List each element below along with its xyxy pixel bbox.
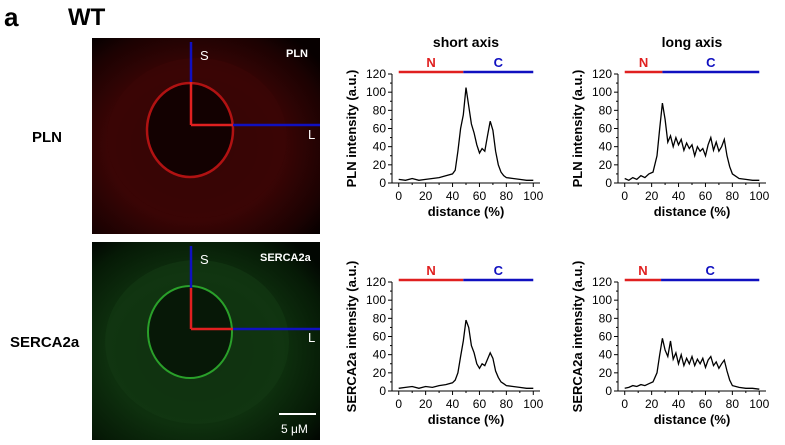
x-tick-label: 100	[749, 189, 769, 203]
y-tick-label: 60	[599, 122, 613, 136]
region-label-c: C	[494, 263, 504, 278]
y-tick-label: 0	[379, 384, 386, 398]
x-tick-label: 80	[500, 397, 514, 411]
x-tick-label: 0	[621, 397, 628, 411]
x-tick-label: 80	[726, 397, 740, 411]
x-axis-label: distance (%)	[428, 204, 505, 219]
pln-micrograph: S L PLN	[92, 38, 320, 234]
x-axis-label: distance (%)	[654, 412, 731, 427]
y-tick-label: 40	[599, 348, 613, 362]
x-tick-label: 0	[621, 189, 628, 203]
x-tick-label: 40	[672, 397, 686, 411]
x-tick-label: 40	[672, 189, 686, 203]
pln-axis-s-label: S	[200, 48, 209, 63]
y-tick-label: 100	[366, 293, 386, 307]
x-tick-label: 60	[699, 189, 713, 203]
region-label-c: C	[706, 55, 716, 70]
x-tick-label: 20	[645, 189, 659, 203]
y-tick-label: 120	[366, 67, 386, 81]
figure-title: WT	[68, 4, 106, 31]
serca2a-micrograph: S L SERCA2a 5 μM	[92, 242, 320, 440]
scale-bar-label: 5 μM	[281, 422, 308, 436]
serca2a-axis-l-label: L	[308, 330, 315, 345]
pln-image-tag: PLN	[286, 48, 308, 60]
y-tick-label: 100	[366, 85, 386, 99]
y-tick-label: 40	[599, 140, 613, 154]
region-label-c: C	[494, 55, 504, 70]
x-tick-label: 20	[645, 397, 659, 411]
y-tick-label: 60	[373, 122, 387, 136]
y-tick-label: 0	[379, 176, 386, 190]
plot-pln-short-axis: short axis N C 0 20 40 60 80 100 120 0 20 40 60 80 100 d…	[340, 30, 555, 232]
y-tick-label: 0	[605, 384, 612, 398]
y-axis-label: PLN intensity (a.u.)	[344, 70, 359, 188]
x-tick-label: 60	[473, 397, 487, 411]
x-tick-label: 0	[395, 397, 402, 411]
y-tick-label: 40	[373, 348, 387, 362]
x-tick-label: 20	[419, 189, 433, 203]
pln-axis-l-label: L	[308, 127, 315, 142]
y-tick-label: 60	[599, 330, 613, 344]
region-label-c: C	[705, 263, 715, 278]
x-tick-label: 60	[699, 397, 713, 411]
y-tick-label: 120	[592, 67, 612, 81]
x-tick-label: 40	[446, 397, 460, 411]
y-tick-label: 100	[592, 293, 612, 307]
intensity-trace	[398, 319, 534, 389]
plot-serca2a-long-axis: N C 0 20 40 60 80 100 120 0 20 40 60 80 100 distance (%…	[566, 238, 781, 440]
x-tick-label: 100	[523, 189, 543, 203]
intensity-trace	[624, 102, 760, 182]
chart-svg: N C 0 20 40 60 80 100 120 0 20 40 60 80 100 distance (%…	[344, 261, 544, 427]
y-tick-label: 40	[373, 140, 387, 154]
serca2a-image-tag: SERCA2a	[260, 252, 312, 264]
y-axis-label: PLN intensity (a.u.)	[570, 70, 585, 188]
y-tick-label: 80	[599, 103, 613, 117]
region-label-n: N	[426, 55, 435, 70]
y-tick-label: 120	[592, 275, 612, 289]
x-axis-label: distance (%)	[654, 204, 731, 219]
chart-svg: N C 0 20 40 60 80 100 120 0 20 40 60 80 100 distance (%…	[570, 261, 770, 427]
x-tick-label: 20	[419, 397, 433, 411]
y-tick-label: 80	[373, 311, 387, 325]
y-tick-label: 60	[373, 330, 387, 344]
y-tick-label: 80	[373, 103, 387, 117]
intensity-trace	[624, 338, 760, 390]
y-axis-label: SERCA2a intensity (a.u.)	[344, 261, 359, 413]
intensity-trace	[398, 87, 534, 181]
row-label-serca2a: SERCA2a	[10, 334, 80, 351]
y-tick-label: 20	[599, 158, 613, 172]
x-tick-label: 0	[395, 189, 402, 203]
x-tick-label: 80	[500, 189, 514, 203]
chart-title: short axis	[433, 34, 499, 50]
serca2a-axis-s-label: S	[200, 252, 209, 267]
chart-svg: short axis N C 0 20 40 60 80 100 120 0 20 40 60 80 100 d…	[344, 34, 544, 219]
x-tick-label: 60	[473, 189, 487, 203]
x-axis-label: distance (%)	[428, 412, 505, 427]
y-tick-label: 20	[599, 366, 613, 380]
region-label-n: N	[426, 263, 435, 278]
plot-serca2a-short-axis: N C 0 20 40 60 80 100 120 0 20 40 60 80 100 distance (%…	[340, 238, 555, 440]
region-label-n: N	[638, 263, 647, 278]
y-tick-label: 80	[599, 311, 613, 325]
x-tick-label: 100	[523, 397, 543, 411]
x-tick-label: 40	[446, 189, 460, 203]
region-label-n: N	[639, 55, 648, 70]
x-tick-label: 100	[749, 397, 769, 411]
y-axis-label: SERCA2a intensity (a.u.)	[570, 261, 585, 413]
x-tick-label: 80	[726, 189, 740, 203]
row-label-pln: PLN	[32, 129, 62, 146]
y-tick-label: 20	[373, 366, 387, 380]
panel-letter: a	[4, 2, 19, 32]
plot-pln-long-axis: long axis N C 0 20 40 60 80 100 120 0 20 40 60 80 100 di…	[566, 30, 781, 232]
chart-title: long axis	[662, 34, 723, 50]
y-tick-label: 20	[373, 158, 387, 172]
chart-svg: long axis N C 0 20 40 60 80 100 120 0 20 40 60 80 100 di…	[570, 34, 770, 219]
y-tick-label: 0	[605, 176, 612, 190]
y-tick-label: 100	[592, 85, 612, 99]
y-tick-label: 120	[366, 275, 386, 289]
